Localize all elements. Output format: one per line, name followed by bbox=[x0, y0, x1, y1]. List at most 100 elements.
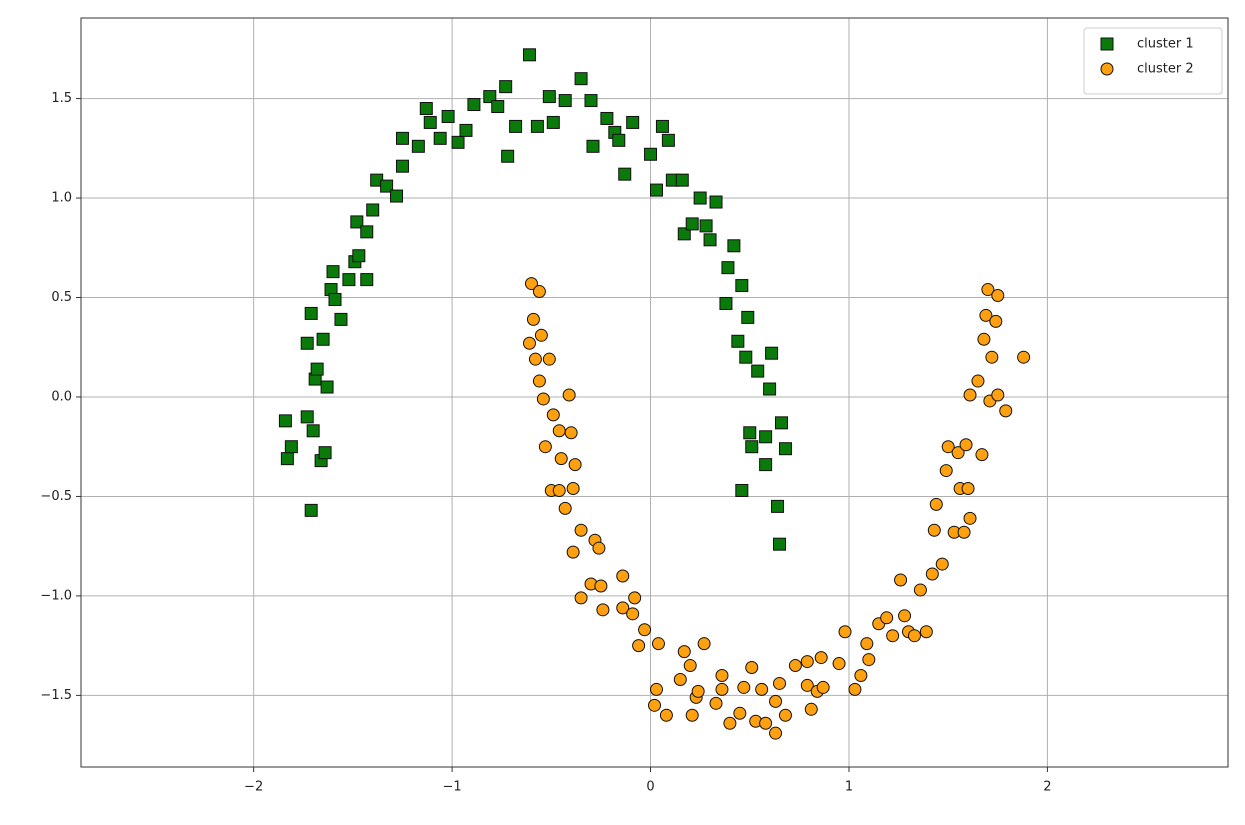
point bbox=[769, 694, 783, 708]
point bbox=[991, 388, 1005, 402]
point bbox=[278, 414, 292, 428]
x-tick-label: −2 bbox=[244, 780, 263, 795]
point bbox=[788, 659, 802, 673]
point bbox=[880, 611, 894, 625]
point bbox=[957, 525, 971, 539]
point bbox=[530, 119, 544, 133]
point bbox=[751, 364, 765, 378]
point bbox=[759, 430, 773, 444]
point bbox=[913, 583, 927, 597]
point bbox=[685, 217, 699, 231]
point bbox=[961, 481, 975, 495]
point bbox=[586, 139, 600, 153]
point bbox=[360, 225, 374, 239]
point bbox=[735, 483, 749, 497]
point bbox=[778, 708, 792, 722]
point bbox=[600, 111, 614, 125]
point bbox=[685, 708, 699, 722]
plot-frame bbox=[80, 17, 1229, 768]
point bbox=[411, 139, 425, 153]
point bbox=[528, 352, 542, 366]
legend-label: cluster 1 bbox=[1137, 37, 1194, 52]
point bbox=[733, 706, 747, 720]
point bbox=[927, 523, 941, 537]
point bbox=[419, 102, 433, 116]
point bbox=[632, 639, 646, 653]
point bbox=[709, 696, 723, 710]
y-tick-label: 0.0 bbox=[51, 389, 72, 404]
point bbox=[390, 189, 404, 203]
point bbox=[342, 273, 356, 287]
point bbox=[499, 80, 513, 94]
point bbox=[395, 131, 409, 145]
point bbox=[501, 149, 515, 163]
point bbox=[816, 680, 830, 694]
point bbox=[350, 215, 364, 229]
point bbox=[848, 682, 862, 696]
point bbox=[935, 557, 949, 571]
point bbox=[584, 94, 598, 108]
point bbox=[951, 446, 965, 460]
point bbox=[814, 651, 828, 665]
point bbox=[554, 452, 568, 466]
point bbox=[683, 659, 697, 673]
x-tick-label: 2 bbox=[1043, 780, 1051, 795]
x-tick-label: −1 bbox=[443, 780, 462, 795]
point bbox=[638, 623, 652, 637]
point bbox=[536, 392, 550, 406]
point bbox=[977, 332, 991, 346]
point bbox=[735, 279, 749, 293]
point bbox=[522, 336, 536, 350]
point bbox=[778, 442, 792, 456]
y-tick-label: 1.5 bbox=[51, 91, 72, 106]
x-tick-label: 0 bbox=[646, 780, 654, 795]
point bbox=[1017, 350, 1031, 364]
point bbox=[552, 483, 566, 497]
y-tick-label: −1.0 bbox=[40, 588, 72, 603]
series bbox=[522, 277, 1031, 740]
point bbox=[616, 569, 630, 583]
point bbox=[564, 426, 578, 440]
point bbox=[522, 48, 536, 62]
point bbox=[693, 191, 707, 205]
point bbox=[719, 296, 733, 310]
point bbox=[542, 90, 556, 104]
point bbox=[612, 133, 626, 147]
point bbox=[765, 346, 779, 360]
point bbox=[616, 601, 630, 615]
point bbox=[675, 173, 689, 187]
point bbox=[524, 277, 538, 291]
point bbox=[691, 684, 705, 698]
point bbox=[592, 541, 606, 555]
point bbox=[919, 625, 933, 639]
point bbox=[743, 426, 757, 440]
point bbox=[773, 537, 787, 551]
point bbox=[975, 448, 989, 462]
point bbox=[562, 388, 576, 402]
y-tick-label: 1.0 bbox=[51, 191, 72, 206]
point bbox=[574, 591, 588, 605]
point bbox=[763, 382, 777, 396]
point bbox=[395, 159, 409, 173]
point bbox=[661, 133, 675, 147]
point bbox=[566, 481, 580, 495]
point bbox=[310, 362, 324, 376]
point bbox=[755, 682, 769, 696]
point bbox=[655, 119, 669, 133]
point bbox=[320, 380, 334, 394]
point bbox=[618, 167, 632, 181]
point bbox=[981, 283, 995, 297]
point bbox=[648, 698, 661, 712]
point bbox=[985, 350, 999, 364]
series bbox=[278, 48, 792, 551]
point bbox=[862, 653, 876, 667]
point bbox=[894, 573, 908, 587]
point bbox=[769, 726, 783, 740]
point bbox=[534, 328, 548, 342]
point bbox=[433, 131, 447, 145]
point bbox=[800, 678, 814, 692]
point bbox=[574, 523, 588, 537]
point bbox=[546, 115, 560, 129]
point bbox=[423, 115, 437, 129]
point bbox=[626, 115, 640, 129]
